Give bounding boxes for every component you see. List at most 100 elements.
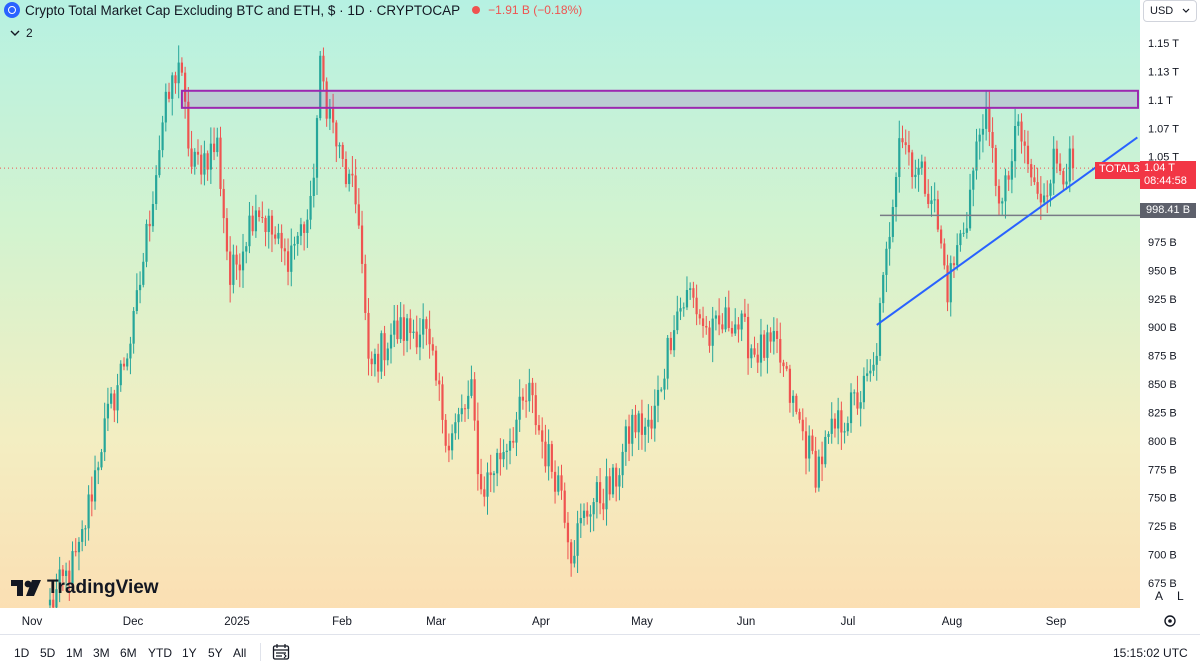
candle <box>968 173 972 231</box>
candle <box>930 186 933 217</box>
range-1d[interactable]: 1D <box>14 646 30 660</box>
range-5y[interactable]: 5Y <box>208 646 223 660</box>
candle <box>888 222 891 266</box>
candle <box>438 372 441 401</box>
candle <box>547 429 550 481</box>
candle <box>81 520 84 552</box>
candle <box>241 233 245 288</box>
time-axis-scale[interactable]: Nov Dec 2025 Feb Mar Apr May Jun Jul Aug Sep <box>0 608 1200 634</box>
price-tick-label: 750 B <box>1148 493 1177 505</box>
candle <box>103 402 106 461</box>
price-axis[interactable]: 1.15 T 1.13 T 1.1 T 1.07 T 1.05 T 975 B 950 B 9… <box>1140 0 1200 608</box>
resistance-zone[interactable] <box>180 89 1139 109</box>
candle <box>299 217 303 246</box>
time-tick-label: Apr <box>532 616 550 628</box>
chart-settings-gear-icon[interactable] <box>1164 615 1176 627</box>
candle <box>238 253 241 288</box>
candle <box>627 414 631 462</box>
candle <box>840 401 843 450</box>
candle <box>698 309 701 325</box>
price-axis-scale[interactable]: 1.15 T 1.13 T 1.1 T 1.07 T 1.05 T 975 B 950 B 9… <box>1140 0 1200 608</box>
candle <box>283 238 286 266</box>
indicators-toggle[interactable]: 2 <box>10 26 33 40</box>
candle <box>270 210 274 253</box>
price-tick-label: 825 B <box>1148 407 1177 419</box>
price-tick-label: 975 B <box>1148 237 1177 249</box>
auto-scale-button[interactable]: A <box>1155 589 1164 603</box>
candle <box>724 296 727 333</box>
candle <box>711 306 714 363</box>
candle <box>267 208 270 249</box>
price-tick-label: 700 B <box>1148 550 1177 562</box>
candle <box>650 405 653 440</box>
candle <box>534 382 537 435</box>
range-ytd[interactable]: YTD <box>148 646 172 660</box>
price-chart[interactable] <box>0 0 1140 608</box>
candle <box>914 159 917 189</box>
candle <box>280 224 283 263</box>
candle <box>1004 168 1007 219</box>
log-scale-button[interactable]: L <box>1177 589 1184 603</box>
rising-trendline[interactable] <box>876 136 1138 326</box>
candle <box>817 449 820 492</box>
candle <box>956 233 959 271</box>
candle <box>508 428 512 465</box>
price-tick-label: 900 B <box>1148 322 1177 334</box>
candle <box>52 584 55 608</box>
candle <box>772 317 775 355</box>
candle <box>586 502 589 525</box>
range-1y[interactable]: 1Y <box>182 646 197 660</box>
symbol-title[interactable]: Crypto Total Market Cap Excluding BTC an… <box>25 2 321 18</box>
candle <box>775 318 779 354</box>
tradingview-logo[interactable]: TradingView <box>11 577 159 599</box>
candle <box>988 91 991 147</box>
candle <box>830 402 833 444</box>
time-tick-label: Nov <box>22 616 43 628</box>
date-range-calendar-icon[interactable] <box>272 643 290 661</box>
symbol-legend[interactable]: Crypto Total Market Cap Excluding BTC an… <box>4 2 582 18</box>
candle <box>1007 170 1010 191</box>
candle <box>306 209 309 248</box>
candle <box>763 330 766 361</box>
candle <box>553 460 557 504</box>
candle <box>901 125 904 149</box>
candle <box>502 439 505 468</box>
candle <box>331 93 335 134</box>
symbol-name-badge: TOTAL3 <box>1095 162 1144 179</box>
candle <box>71 541 74 588</box>
candle <box>431 337 434 356</box>
candle <box>727 290 730 332</box>
candle <box>528 368 531 412</box>
candle <box>856 375 859 415</box>
range-6m[interactable]: 6M <box>120 646 137 660</box>
candle <box>219 126 222 197</box>
candle <box>975 128 978 180</box>
candle <box>521 388 524 410</box>
candle <box>476 402 479 491</box>
candle <box>142 252 145 288</box>
range-all[interactable]: All <box>233 646 247 660</box>
candle <box>660 387 663 393</box>
candle <box>232 244 235 294</box>
utc-clock[interactable]: 15:15:02 UTC <box>1113 646 1188 660</box>
candle <box>718 298 721 336</box>
candle <box>779 322 782 374</box>
price-tick-label: 850 B <box>1148 379 1177 391</box>
candle <box>499 438 502 476</box>
range-5d[interactable]: 5D <box>40 646 56 660</box>
candle <box>907 130 911 166</box>
time-axis[interactable]: Nov Dec 2025 Feb Mar Apr May Jun Jul Aug Sep <box>0 608 1200 634</box>
candle <box>570 539 573 577</box>
candle <box>991 117 994 163</box>
chart-pane[interactable]: Crypto Total Market Cap Excluding BTC an… <box>0 0 1140 608</box>
currency-select[interactable]: USD <box>1143 0 1197 22</box>
candle <box>335 120 338 163</box>
candle <box>1030 158 1033 186</box>
range-3m[interactable]: 3M <box>93 646 110 660</box>
time-tick-label: May <box>631 616 653 628</box>
tradingview-wordmark: TradingView <box>47 577 159 598</box>
candle <box>730 321 734 337</box>
range-1m[interactable]: 1M <box>66 646 83 660</box>
candle <box>399 302 402 344</box>
candle <box>1033 164 1036 186</box>
